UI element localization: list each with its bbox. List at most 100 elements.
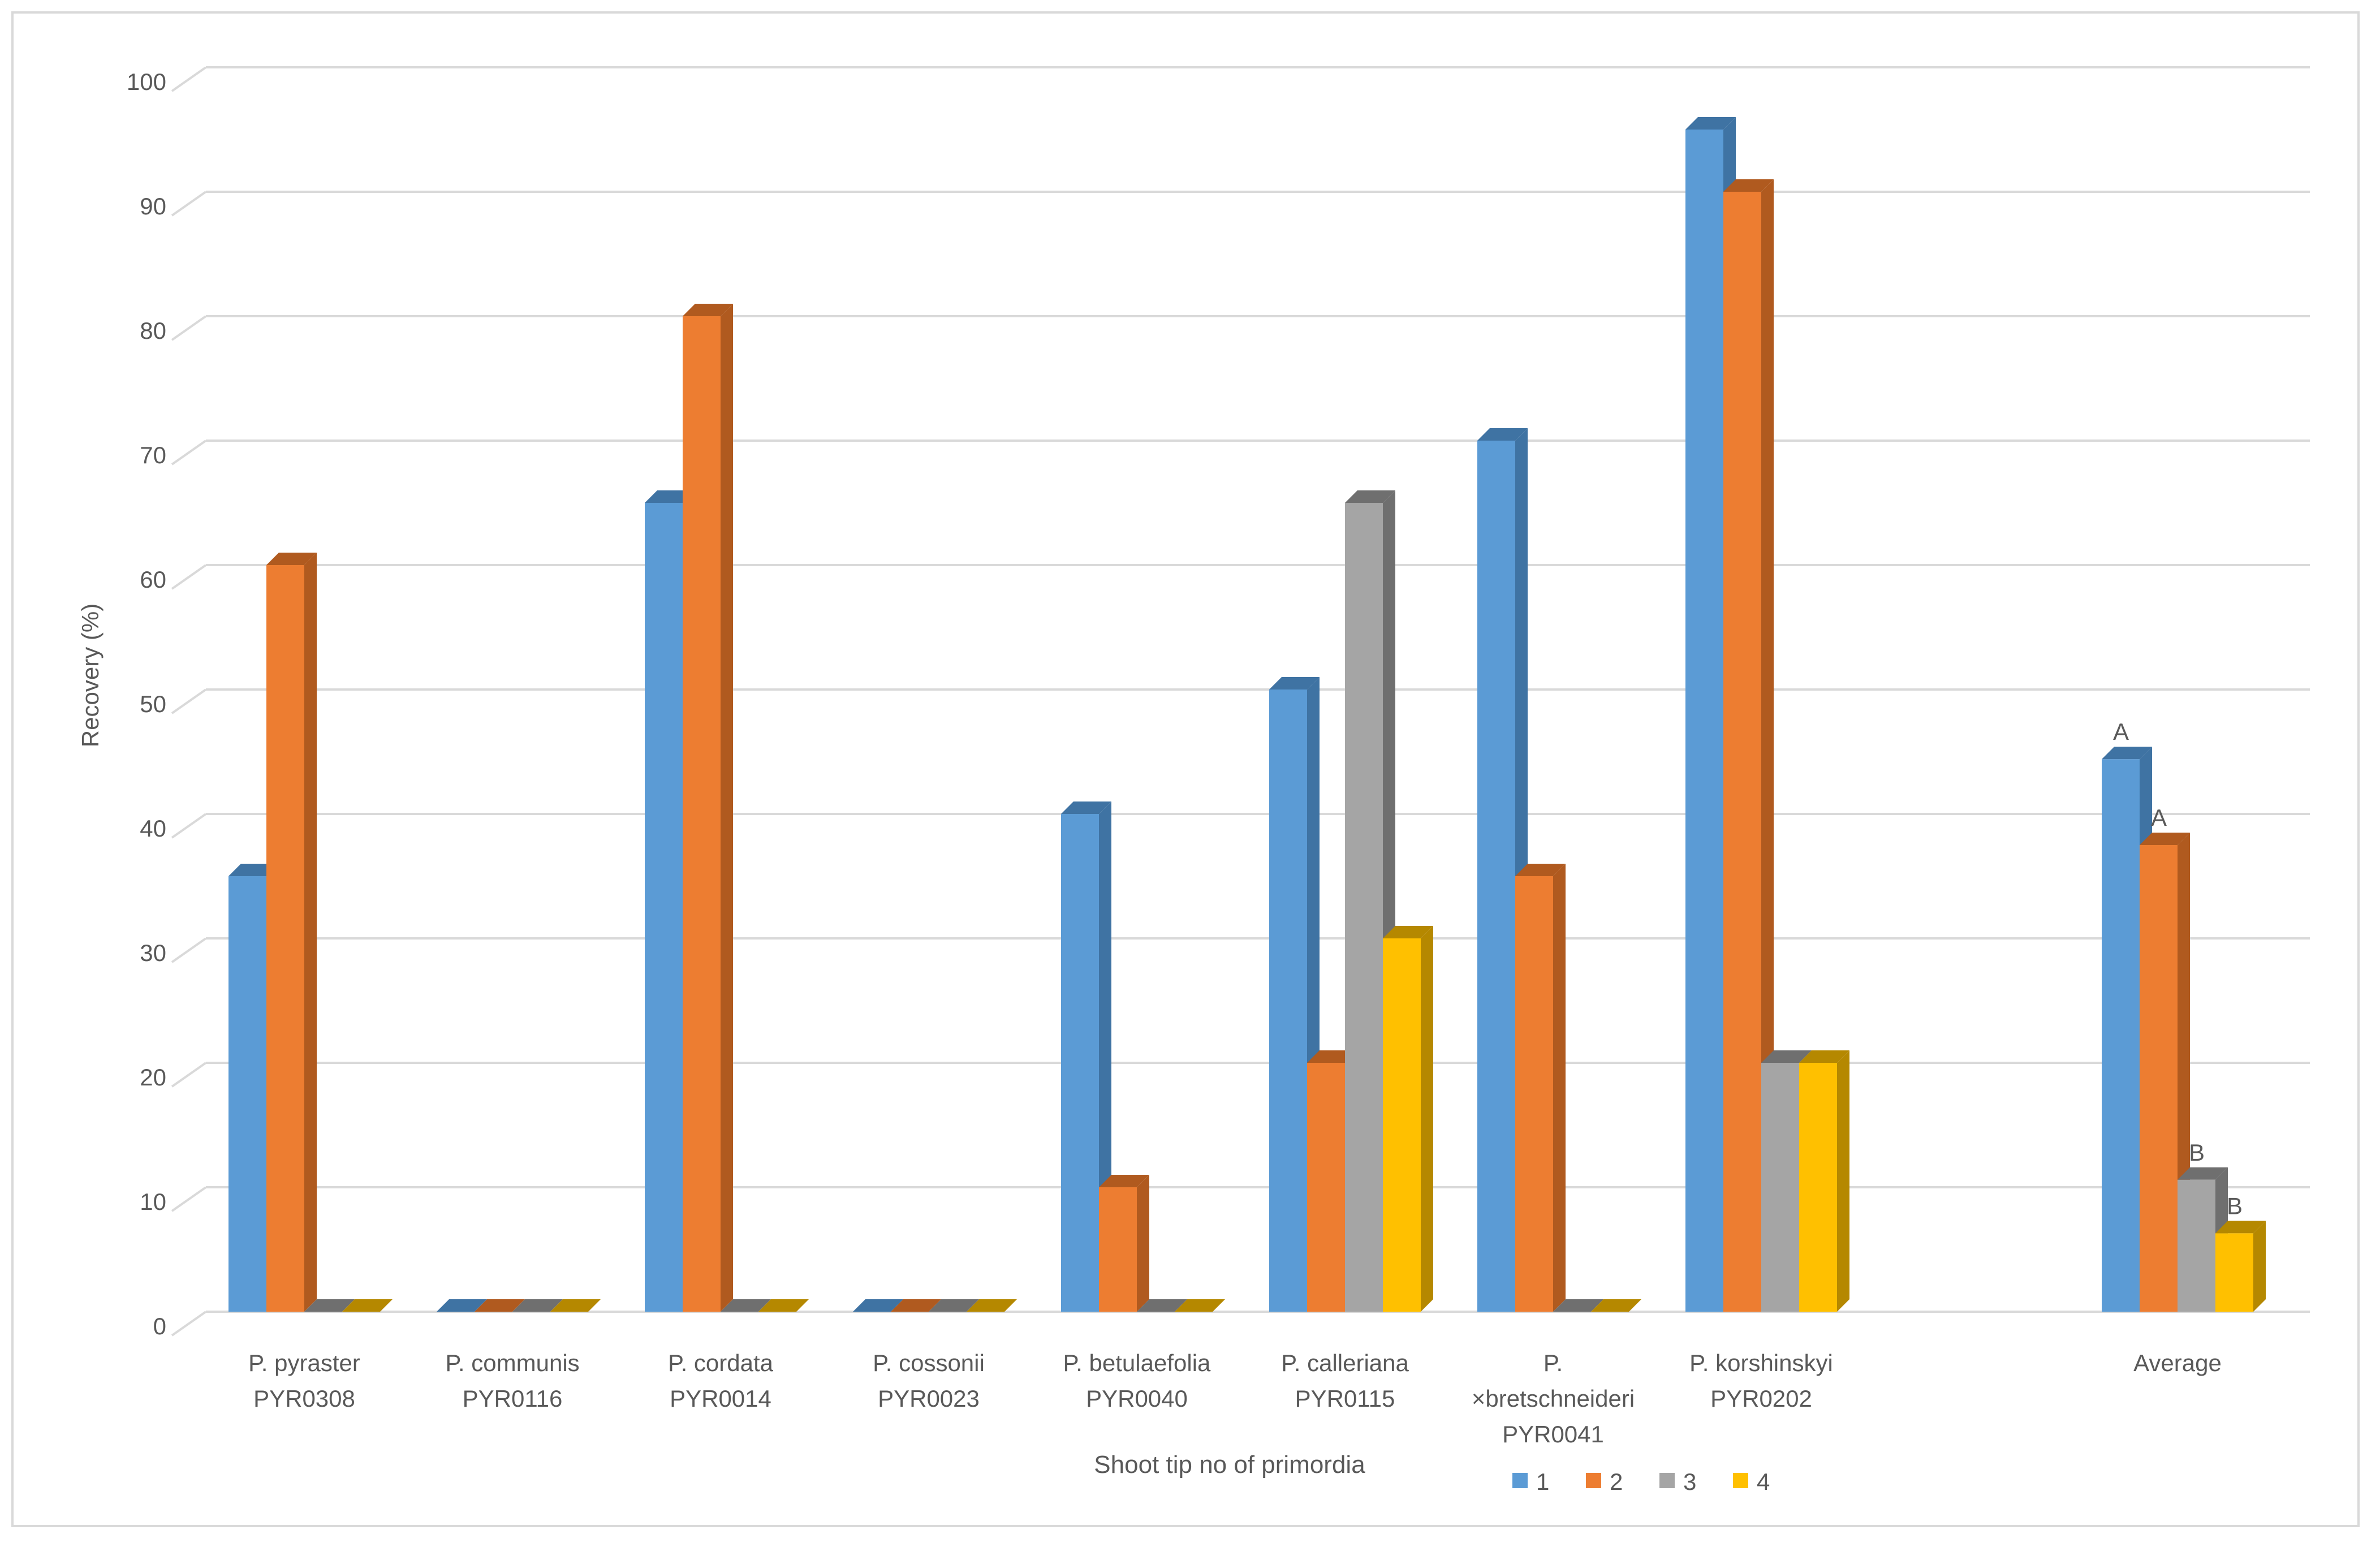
bar-front [1799, 1063, 1837, 1312]
bar-top [645, 490, 695, 503]
bar-s4-c7 [1799, 1050, 1849, 1312]
bar-front [1685, 130, 1723, 1312]
y-tick-label: 80 [140, 317, 166, 344]
gridline-depth [171, 191, 207, 217]
bar-front [1345, 503, 1383, 1312]
bar-top [1553, 1299, 1603, 1312]
bar-s2-c4 [1099, 1175, 1149, 1312]
bar-top [721, 1299, 771, 1312]
legend-swatch [1733, 1473, 1748, 1488]
bar-s3-c0 [304, 1299, 355, 1312]
bar-top [1685, 117, 1736, 130]
gridline-depth [171, 1311, 207, 1337]
bar-top [475, 1299, 525, 1312]
bar-top [853, 1299, 903, 1312]
bar-top [1269, 677, 1320, 690]
bar-chart: 0 10 20 30 40 50 60 70 80 90 100 P. pyraster PYR030… [77, 66, 2310, 1495]
y-tick-label: 40 [140, 815, 166, 842]
bar-top [1515, 864, 1566, 876]
x-tick-label: P. communis PYR0116 [445, 1350, 579, 1412]
legend-label: 4 [1757, 1468, 1770, 1495]
bar-top [1345, 490, 1395, 503]
bar-front [266, 565, 304, 1312]
bar-top [1761, 1050, 1812, 1063]
x-axis-label: Shoot tip no of primordia [1094, 1451, 1365, 1479]
legend-item-4: 4 [1733, 1468, 1770, 1495]
annotation-label: B [2189, 1139, 2205, 1166]
bar-side [1553, 864, 1566, 1312]
x-tick-label: P. cossonii PYR0023 [873, 1350, 985, 1412]
bar-front [2102, 759, 2140, 1312]
bar-s4-c0 [342, 1299, 393, 1312]
bar-s3-c4 [1137, 1299, 1187, 1312]
y-tick-label: 100 [127, 68, 166, 95]
gridline-depth [171, 813, 207, 839]
legend-swatch [1586, 1473, 1601, 1488]
gridlines [171, 66, 2310, 1337]
bar-side [304, 553, 317, 1312]
bar-s4-c2 [758, 1299, 809, 1312]
bar-top [228, 864, 279, 876]
bar-top [683, 304, 733, 316]
bar-s4-c4 [1175, 1299, 1225, 1312]
bar-s3-c3 [929, 1299, 979, 1312]
annotation-label: B [2227, 1192, 2243, 1219]
x-tick-label: Average [2133, 1350, 2222, 1376]
bar-side [1421, 926, 1433, 1312]
gridline-depth [171, 66, 207, 92]
bar-top [891, 1299, 941, 1312]
bar-top [512, 1299, 563, 1312]
bar-top [2140, 833, 2190, 845]
chart-frame: 0 10 20 30 40 50 60 70 80 90 100 P. pyraster PYR030… [11, 11, 2360, 1527]
bar-s4-c9 [2215, 1221, 2266, 1312]
gridline-depth [171, 1062, 207, 1088]
gridline-depth [171, 937, 207, 963]
legend-item-2: 2 [1586, 1468, 1623, 1495]
bar-front [2178, 1179, 2215, 1312]
bar-top [1383, 926, 1433, 938]
legend-label: 3 [1683, 1468, 1696, 1495]
x-tick-label: P. ×bretschneideri PYR0041 [1472, 1350, 1635, 1447]
bar-s2-c1 [475, 1299, 525, 1312]
bar-top [1307, 1050, 1357, 1063]
bar-front [1515, 876, 1553, 1312]
bar-front [228, 876, 266, 1312]
bar-s2-c2 [683, 304, 733, 1312]
bar-top [967, 1299, 1017, 1312]
annotation-label: A [2113, 718, 2129, 745]
gridline-depth [171, 1186, 207, 1212]
bar-top [2102, 747, 2152, 760]
bar-s4-c5 [1383, 926, 1433, 1312]
bar-front [1099, 1187, 1137, 1312]
bar-s3-c1 [512, 1299, 563, 1312]
gridline-depth [171, 688, 207, 714]
bar-front [1477, 441, 1515, 1312]
gridline-depth [171, 564, 207, 590]
x-tick-label: P. korshinskyi PYR0202 [1689, 1350, 1833, 1412]
bar-front [2215, 1233, 2253, 1312]
bar-top [266, 553, 317, 565]
y-tick-label: 20 [140, 1064, 166, 1091]
legend-swatch [1512, 1473, 1528, 1488]
y-tick-label: 90 [140, 193, 166, 219]
bar-s3-c2 [721, 1299, 771, 1312]
legend-swatch [1659, 1473, 1675, 1488]
bar-side [721, 304, 733, 1312]
y-tick-label: 60 [140, 566, 166, 593]
bar-s2-c0 [266, 553, 317, 1312]
bar-top [2178, 1167, 2228, 1180]
bar-top [2215, 1221, 2266, 1234]
bar-top [758, 1299, 809, 1312]
bar-top [1137, 1299, 1187, 1312]
x-tick-label: P. cordata PYR0014 [668, 1350, 774, 1412]
bar-top [1061, 801, 1111, 814]
x-tick-label: P. pyraster PYR0308 [248, 1350, 360, 1412]
y-tick-label: 10 [140, 1188, 166, 1215]
bar-s1-c1 [437, 1299, 487, 1312]
bar-top [1799, 1050, 1849, 1063]
legend-item-3: 3 [1659, 1468, 1696, 1495]
bar-top [304, 1299, 355, 1312]
bar-top [1591, 1299, 1641, 1312]
bar-top [1099, 1175, 1149, 1187]
bar-side [1137, 1175, 1149, 1312]
